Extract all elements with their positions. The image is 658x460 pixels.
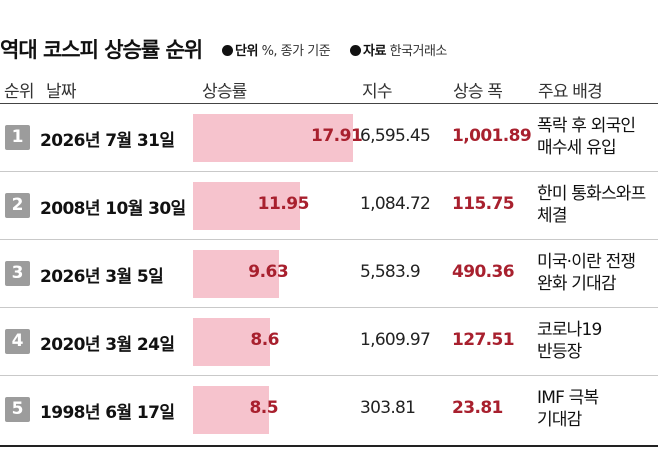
- background-line: 체결: [537, 206, 567, 226]
- change-value: 1,001.89: [452, 126, 532, 146]
- background-line: 매수세 유입: [537, 138, 617, 158]
- background-text: IMF 극복 기대감: [537, 387, 658, 431]
- rank-badge: 4: [5, 329, 30, 354]
- row-divider: [0, 171, 658, 172]
- column-header-index: 지수: [362, 82, 392, 102]
- source-note: 자료 한국거래소: [350, 40, 447, 59]
- unit-text: %, 종가 기준: [261, 44, 331, 59]
- table-row: 3 2026년 3월 5일 9.63 5,583.9 490.36 미국·이란 전쟁 완화 …: [0, 240, 658, 308]
- index-value: 6,595.45: [360, 126, 431, 146]
- row-divider: [0, 307, 658, 308]
- change-value: 23.81: [452, 398, 503, 418]
- rise-bar: [193, 386, 270, 434]
- rise-value: 17.91: [311, 126, 363, 146]
- background-line: 기대감: [537, 410, 582, 430]
- rise-bar: [193, 250, 280, 298]
- rank-badge: 2: [5, 193, 30, 218]
- background-text: 코로나19 반등장: [537, 319, 658, 363]
- background-line: 반등장: [537, 342, 582, 362]
- unit-label: 단위: [235, 44, 258, 59]
- table-row: 4 2020년 3월 24일 8.6 1,609.97 127.51 코로나19 반등장: [0, 308, 658, 376]
- change-value: 127.51: [452, 330, 515, 350]
- column-header-rise: 상승률: [202, 82, 247, 102]
- date-label: 2020년 3월 24일: [40, 335, 175, 355]
- rise-value: 9.63: [248, 262, 289, 282]
- date-label: 2026년 7월 31일: [40, 131, 175, 151]
- background-text: 한미 통화스와프 체결: [537, 183, 658, 227]
- index-value: 303.81: [360, 398, 416, 418]
- rise-bar: [193, 318, 270, 366]
- background-line: 코로나19: [537, 320, 602, 340]
- bullet-icon: [350, 45, 361, 56]
- table-row: 1 2026년 7월 31일 17.91 6,595.45 1,001.89 폭락 후 외…: [0, 104, 658, 172]
- row-divider: [0, 375, 658, 376]
- source-label: 자료: [363, 44, 386, 59]
- background-text: 폭락 후 외국인 매수세 유입: [537, 115, 658, 159]
- unit-note: 단위 %, 종가 기준: [222, 40, 331, 59]
- background-text: 미국·이란 전쟁 완화 기대감: [537, 251, 658, 295]
- date-label: 2008년 10월 30일: [40, 199, 186, 219]
- background-line: 한미 통화스와프: [537, 184, 646, 204]
- change-value: 490.36: [452, 262, 515, 282]
- table-row: 2 2008년 10월 30일 11.95 1,084.72 115.75 한미 통화스와…: [0, 172, 658, 240]
- index-value: 1,609.97: [360, 330, 431, 350]
- column-header-background: 주요 배경: [538, 82, 603, 102]
- date-label: 2026년 3월 5일: [40, 267, 164, 287]
- rise-bar: [193, 114, 354, 162]
- background-line: IMF 극복: [537, 388, 599, 408]
- bullet-icon: [222, 45, 233, 56]
- rise-value: 8.6: [250, 330, 279, 350]
- bottom-divider: [0, 445, 658, 447]
- index-value: 1,084.72: [360, 194, 431, 214]
- column-header-rank: 순위: [4, 82, 34, 102]
- rise-value: 8.5: [249, 398, 279, 418]
- rank-badge: 3: [5, 261, 30, 286]
- row-divider: [0, 239, 658, 240]
- chart-title: 역대 코스피 상승률 순위: [0, 38, 203, 62]
- rise-value: 11.95: [257, 194, 310, 214]
- background-line: 폭락 후 외국인: [537, 116, 636, 136]
- rise-bar: [193, 182, 300, 230]
- rank-badge: 1: [5, 125, 30, 150]
- header-divider: [0, 103, 658, 104]
- background-line: 미국·이란 전쟁: [537, 252, 636, 272]
- background-line: 완화 기대감: [537, 274, 617, 294]
- table-row: 5 1998년 6월 17일 8.5 303.81 23.81 IMF 극복 기대감: [0, 376, 658, 444]
- rank-badge: 5: [5, 397, 30, 422]
- date-label: 1998년 6월 17일: [40, 403, 175, 423]
- index-value: 5,583.9: [360, 262, 421, 282]
- column-header-change: 상승 폭: [453, 82, 503, 102]
- source-text: 한국거래소: [389, 44, 448, 59]
- column-header-date: 날짜: [46, 82, 76, 102]
- change-value: 115.75: [452, 194, 515, 214]
